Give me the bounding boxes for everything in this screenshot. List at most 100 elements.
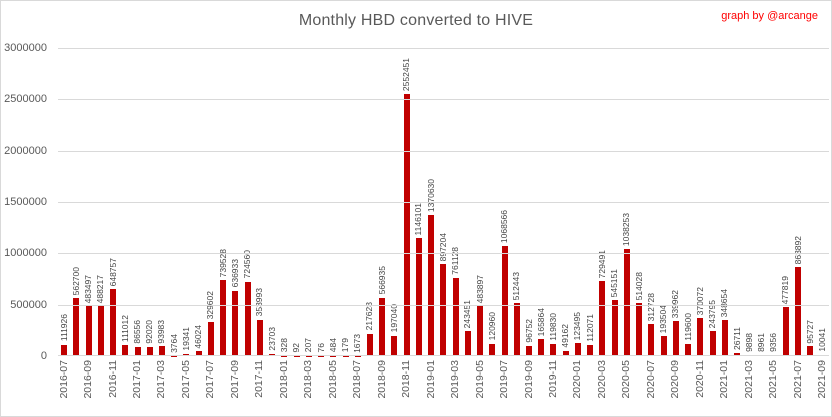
bar-column: 370072 <box>694 48 706 356</box>
gridline <box>58 305 829 306</box>
bar-value-label: 724560 <box>242 250 253 279</box>
x-tick-slot: 2019-07 <box>498 360 510 399</box>
bar-value-label: 897204 <box>437 232 448 261</box>
bar-value-label: 863892 <box>792 235 803 265</box>
bar-value-label: 483497 <box>83 275 94 304</box>
bar <box>574 343 581 356</box>
bar-column: 23703 <box>266 48 278 356</box>
bar <box>452 277 459 356</box>
bar-value-label: 1370630 <box>425 179 436 213</box>
bar <box>538 338 545 356</box>
x-tick-slot: 2020-01 <box>571 360 584 399</box>
bar <box>195 351 202 356</box>
x-tick-slot: 2017-03 <box>155 360 168 399</box>
bar-column: 488217 <box>95 48 107 356</box>
x-tick-label: 2021-03 <box>742 360 755 399</box>
bar <box>232 290 239 356</box>
bar <box>146 346 153 356</box>
bar-value-label: 484 <box>327 338 338 353</box>
gridline <box>58 48 829 49</box>
x-tick-slot: 2019-05 <box>474 360 486 399</box>
bar <box>158 346 165 356</box>
bar-column: 329602 <box>205 48 217 356</box>
x-tick-label: 2018-07 <box>351 360 364 399</box>
x-tick-label: 2020-07 <box>644 360 657 399</box>
bar <box>440 263 447 356</box>
bar-value-label: 488217 <box>95 274 106 303</box>
bar-value-label: 761128 <box>450 247 461 275</box>
bar-value-label: 1068566 <box>499 210 510 244</box>
x-tick-label: 2021-01 <box>718 360 731 399</box>
bar-value-label: 46024 <box>193 324 204 349</box>
bar-value-label: 217628 <box>364 302 375 331</box>
bar-column: 111012 <box>119 48 131 356</box>
gridline <box>58 253 829 254</box>
bar-value-label: 2552451 <box>401 57 412 91</box>
bar-value-label: 86556 <box>132 320 143 345</box>
bar-value-label: 179 <box>340 338 350 353</box>
x-tick-slot: 2018-11 <box>400 360 413 398</box>
x-tick-slot: 2020-09 <box>669 360 682 399</box>
bar-column: 243795 <box>706 48 718 356</box>
y-tick-label: 1000000 <box>4 247 47 260</box>
bar-column: 348654 <box>719 48 731 356</box>
bar <box>807 346 814 356</box>
bar <box>134 347 141 356</box>
bar <box>734 353 740 356</box>
x-tick-slot: 2019-01 <box>425 360 437 399</box>
bar-column: 197040 <box>388 48 400 356</box>
x-tick-slot: 2016-07 <box>58 360 70 399</box>
gridline <box>58 151 829 152</box>
bar-value-label: 1146101 <box>413 202 424 236</box>
x-tick-label: 2019-03 <box>449 360 462 399</box>
x-tick-slot: 2018-07 <box>351 360 364 399</box>
bar <box>61 344 68 356</box>
bar <box>85 306 92 356</box>
y-tick-label: 500000 <box>10 298 47 311</box>
x-tick-label: 2020-11 <box>693 360 706 398</box>
x-tick-label: 2021-07 <box>791 360 804 399</box>
bar-value-label: 545151 <box>609 268 620 298</box>
x-tick-slot: 2017-09 <box>229 360 241 399</box>
bar-column: 562700 <box>70 48 82 356</box>
bar <box>513 303 520 356</box>
x-tick-label: 2017-07 <box>204 360 217 399</box>
x-tick-label: 2021-09 <box>816 360 829 399</box>
bar <box>379 297 386 356</box>
bar-value-label: 648757 <box>107 258 118 287</box>
bar-column: 512443 <box>511 48 523 356</box>
bar-column: 1146101 <box>413 48 425 356</box>
bar-column: 1068566 <box>498 48 510 356</box>
x-tick-slot: 2020-03 <box>596 360 608 399</box>
bar <box>366 333 373 356</box>
bar-value-label: 23703 <box>266 326 277 351</box>
chart-title: Monthly HBD converted to HIVE <box>298 12 534 29</box>
gridline <box>58 202 829 203</box>
bar-value-label: 26711 <box>731 327 742 351</box>
bar <box>782 306 789 356</box>
x-tick-slot: 2016-11 <box>107 360 119 398</box>
x-tick-slot: 2021-07 <box>792 360 804 399</box>
x-tick-slot: 2019-11 <box>547 360 559 398</box>
x-tick-slot: 2016-09 <box>82 360 94 399</box>
x-tick-slot: 2017-05 <box>180 360 192 399</box>
x-tick-slot: 2018-01 <box>278 360 290 399</box>
bar-column: 483497 <box>82 48 94 356</box>
bar-column: 514028 <box>633 48 645 356</box>
bar-value-label: 348654 <box>719 288 730 318</box>
bar-column: 120960 <box>486 48 498 356</box>
x-tick-label: 2020-05 <box>620 360 633 399</box>
x-tick-slot: 2021-09 <box>816 360 829 399</box>
bar-value-label: 96752 <box>523 319 534 344</box>
bar-column: 49162 <box>560 48 572 356</box>
bar-column: 112071 <box>584 48 596 356</box>
bar-value-label: 95727 <box>804 319 815 344</box>
bar-column: 566935 <box>376 48 388 356</box>
bar <box>550 343 557 356</box>
bar-value-label: 3764 <box>168 333 179 353</box>
bar <box>672 321 679 356</box>
x-tick-label: 2018-11 <box>400 360 413 398</box>
bar <box>599 281 606 356</box>
bar-column: 897204 <box>437 48 449 356</box>
bar-value-label: 339962 <box>670 289 681 319</box>
